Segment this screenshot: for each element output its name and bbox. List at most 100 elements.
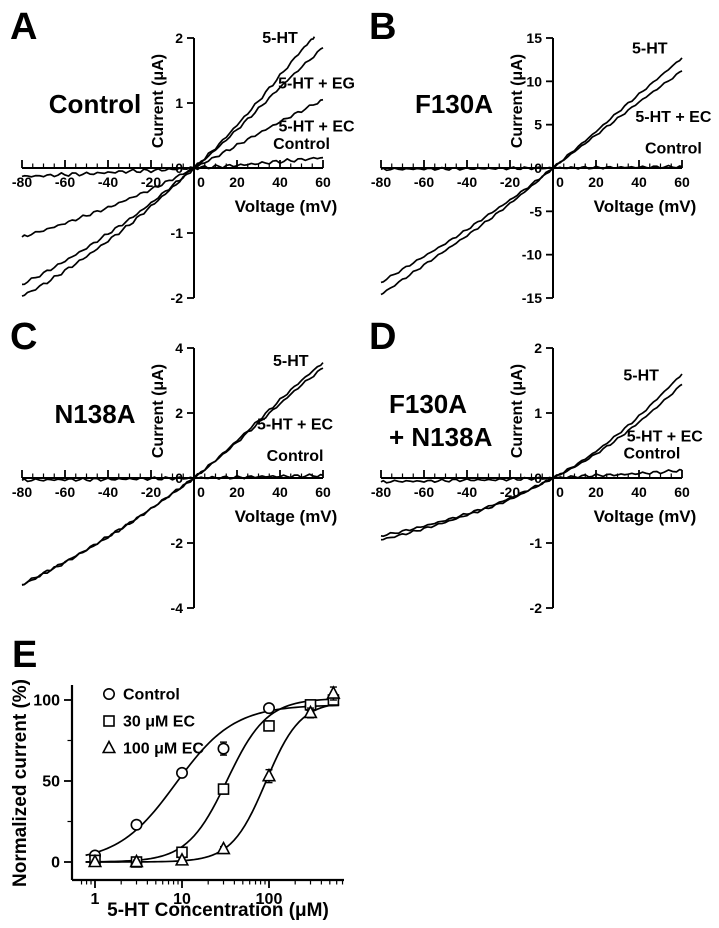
y-tick-label: 4 xyxy=(175,340,183,356)
condition-label-f130a-n138a: F130A + N138A xyxy=(389,388,569,453)
panel-letter-C: C xyxy=(10,316,38,358)
iv-plot-B: -80 -60 -40 -20 0 20 40 60-15-10-5051015Voltage… xyxy=(371,30,712,306)
x-tick-label: -80 xyxy=(12,174,32,190)
x-tick-label: 40 xyxy=(631,484,647,500)
curve-label-Control: Control xyxy=(623,446,680,463)
marker-circle xyxy=(217,742,230,755)
x-axis-title: Voltage (mV) xyxy=(235,197,338,216)
y-tick-label: 0 xyxy=(51,855,60,872)
marker-triangle xyxy=(261,767,277,782)
x-tick-label: -60 xyxy=(414,484,434,500)
x-tick-label: 10 xyxy=(173,891,191,908)
iv-chart-control: -80 -60 -40 -20 0 20 40 60 -2 -1 0 1 2 Voltage (mV) Cu… xyxy=(8,8,360,308)
legend-circle-icon xyxy=(103,687,116,700)
x-tick-label: -20 xyxy=(141,484,161,500)
y-tick-label: 2 xyxy=(534,340,542,356)
condition-line1: F130A xyxy=(389,389,468,419)
marker-circle xyxy=(263,702,276,715)
condition-line1: Control xyxy=(48,89,142,119)
trace-Control xyxy=(21,156,324,178)
curve-label-5-HT + EC: 5-HT + EC xyxy=(257,416,333,433)
x-tick-label: 60 xyxy=(674,484,690,500)
y-tick-label: -5 xyxy=(530,203,543,219)
legend-label-100 μM EC: 100 μM EC xyxy=(123,741,204,758)
panel-A: -80 -60 -40 -20 0 20 40 60 -2 -1 0 1 2 Voltage (mV) Cu… xyxy=(8,8,360,308)
x-tick-label: 0 xyxy=(556,174,564,190)
iv-chart-f130a-n138a: -80 -60 -40 -20 0 20 40 60 -2 -1 0 1 2 Voltage (mV) Cu… xyxy=(367,318,719,618)
x-axis-title: Voltage (mV) xyxy=(235,507,338,526)
y-tick-label: 5 xyxy=(534,117,542,133)
condition-line2: + N138A xyxy=(389,421,493,452)
y-tick-label: -2 xyxy=(171,290,184,306)
x-tick-label: 1 xyxy=(91,891,100,908)
trace-Control xyxy=(21,473,324,483)
x-axis-title: 5-HT Concentration (μM) xyxy=(107,900,329,921)
panel-letter-B: B xyxy=(369,6,397,48)
x-tick-label: -20 xyxy=(500,174,520,190)
curve-label-5-HT + EC: 5-HT + EC xyxy=(635,109,711,126)
x-tick-label: -40 xyxy=(457,484,477,500)
panel-E: 1 10 100 0 50 100 5-HT Concentration (μM) Norma… xyxy=(8,628,458,928)
x-tick-label: 0 xyxy=(197,484,205,500)
y-axis-title: Current (μA) xyxy=(150,364,167,458)
x-tick-label: -40 xyxy=(98,484,118,500)
trace-5-HT + EG xyxy=(21,47,324,286)
curve-label-Control: Control xyxy=(267,448,324,465)
y-tick-label: 50 xyxy=(42,774,60,791)
y-tick-label: 100 xyxy=(33,693,60,710)
y-axis-title: Current (μA) xyxy=(509,364,526,458)
trace-Control xyxy=(380,164,683,172)
x-tick-label: 0 xyxy=(197,174,205,190)
iv-chart-n138a: -80 -60 -40 -20 0 20 40 60 -4 -2 0 2 4 Voltage (mV) Cu… xyxy=(8,318,360,618)
x-tick-label: -40 xyxy=(457,174,477,190)
marker-circle xyxy=(176,766,189,779)
y-tick-label: 2 xyxy=(175,405,183,421)
curve-label-5-HT: 5-HT xyxy=(262,30,298,47)
curve-label-5-HT + EC: 5-HT + EC xyxy=(627,429,703,446)
y-tick-label: 15 xyxy=(526,30,542,46)
x-axis-title: Voltage (mV) xyxy=(594,197,697,216)
marker-triangle xyxy=(174,852,190,866)
y-tick-label: -10 xyxy=(522,247,542,263)
iv-chart-f130a: -80 -60 -40 -20 0 20 40 60 -15 -10 -5 0 5 10 15 Voltage… xyxy=(367,8,719,308)
trace-5-HT + EC xyxy=(21,367,324,586)
x-tick-label: 100 xyxy=(256,891,283,908)
trace-5-HT + EC xyxy=(380,383,683,538)
fit-curve-30 μM EC xyxy=(85,698,340,863)
x-tick-label: 60 xyxy=(315,174,331,190)
x-tick-label: 40 xyxy=(631,174,647,190)
x-tick-label: -60 xyxy=(55,174,75,190)
trace-5-HT + EC xyxy=(380,70,683,284)
y-axis-title: Normalized current (%) xyxy=(10,679,31,887)
trace-5-HT xyxy=(380,57,683,296)
condition-label-f130a: F130A xyxy=(379,88,529,121)
x-tick-label: 20 xyxy=(588,484,604,500)
trace-Control xyxy=(380,468,683,484)
curve-label-5-HT: 5-HT xyxy=(273,353,309,370)
x-tick-label: -80 xyxy=(371,484,391,500)
x-tick-label: -80 xyxy=(371,174,391,190)
y-tick-label: -1 xyxy=(530,535,543,551)
legend-triangle-icon xyxy=(101,739,117,754)
marker-triangle xyxy=(129,853,144,868)
legend-square-icon xyxy=(103,715,115,727)
x-tick-label: 20 xyxy=(588,174,604,190)
condition-label-n138a: N138A xyxy=(20,398,170,431)
curve-label-Control: Control xyxy=(273,136,330,153)
marker-square xyxy=(263,720,275,732)
x-tick-label: 60 xyxy=(674,174,690,190)
y-tick-label: -15 xyxy=(522,290,542,306)
x-tick-label: 0 xyxy=(556,484,564,500)
panel-letter-E: E xyxy=(12,634,38,676)
x-tick-label: 40 xyxy=(272,174,288,190)
curve-label-5-HT + EG: 5-HT + EG xyxy=(278,76,355,93)
y-tick-label: 1 xyxy=(175,95,183,111)
y-tick-label: -4 xyxy=(171,600,184,616)
fit-curve-Control xyxy=(85,704,340,857)
panel-letter-A: A xyxy=(10,6,38,48)
x-axis-title: Voltage (mV) xyxy=(594,507,697,526)
